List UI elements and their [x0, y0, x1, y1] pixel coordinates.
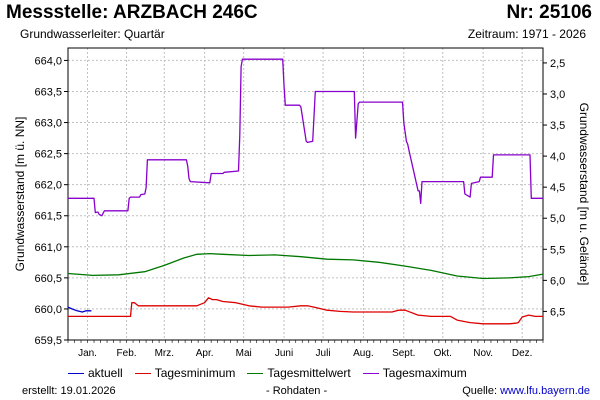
legend-item-minimum: Tagesminimum [134, 366, 236, 380]
y-tick-label-left: 661,5 [34, 211, 62, 223]
y-tick-label-left: 661,0 [34, 242, 62, 254]
x-tick-label: Feb. [117, 348, 137, 359]
x-tick-label: Mrz. [155, 348, 174, 359]
station-number: Nr: 25106 [506, 2, 592, 23]
y-tick-label-right: 4,0 [550, 151, 565, 163]
y-axis-label-left: Grundwasserstand [m ü. NN] [13, 117, 27, 272]
legend-label-aktuell: aktuell [88, 366, 123, 380]
aquifer-label: Grundwasserleiter: Quartär [20, 27, 165, 41]
plot-frame [67, 47, 544, 341]
y-tick-label-left: 664,0 [34, 55, 62, 67]
station-title: Messstelle: ARZBACH 246C [6, 2, 258, 23]
footer-source: Quelle: www.lfu.bayern.de [462, 385, 590, 397]
series-line-aktuell [67, 306, 92, 313]
y-tick-label-right: 6,0 [550, 275, 565, 287]
legend-swatch-aktuell [68, 372, 84, 374]
series-line-min [68, 297, 543, 325]
series-line-mean [67, 252, 544, 280]
footer-created: erstellt: 19.01.2026 [22, 385, 116, 397]
legend-label-maximum: Tagesmaximum [382, 366, 467, 380]
x-tick-label: Nov. [473, 348, 493, 359]
x-tick-label: Juni [275, 348, 293, 359]
legend-swatch-maximum [362, 372, 379, 374]
footer-raw-note: - Rohdaten - [266, 385, 328, 397]
y-tick-label-right: 3,5 [550, 120, 565, 132]
y-tick-label-left: 659,5 [34, 335, 62, 347]
y-tick-label-left: 662,0 [34, 180, 62, 192]
y-tick-label-left: 660,5 [34, 273, 62, 285]
y-tick-label-right: 5,5 [550, 244, 565, 256]
y-tick-label-right: 6,5 [550, 306, 565, 318]
legend-label-mean: Tagesmittelwert [267, 366, 351, 380]
x-tick-label: Okt. [434, 348, 452, 359]
x-tick-label: Apr. [196, 348, 214, 359]
y-axis-label-right: Grundwasserstand [m u. Gelände] [577, 103, 591, 286]
x-tick-label: Jan. [78, 348, 97, 359]
x-tick-label: Sept. [392, 348, 415, 359]
x-tick-label: Juli [316, 348, 331, 359]
created-date: 19.01.2026 [60, 385, 116, 397]
y-tick-label-left: 660,0 [34, 304, 62, 316]
y-tick-label-right: 2,5 [550, 58, 565, 70]
chart-legend: aktuell Tagesminimum Tagesmittelwert Tag… [68, 366, 479, 380]
source-label: Quelle: [462, 385, 498, 397]
legend-swatch-mean [247, 372, 264, 374]
period-label: Zeitraum: 1971 - 2026 [467, 27, 586, 41]
legend-swatch-minimum [134, 372, 151, 374]
source-link[interactable]: www.lfu.bayern.de [500, 385, 590, 397]
y-tick-label-left: 662,5 [34, 149, 62, 161]
y-tick-label-left: 663,5 [34, 86, 62, 98]
legend-item-aktuell: aktuell [68, 366, 123, 380]
legend-label-minimum: Tagesminimum [154, 366, 236, 380]
y-tick-label-right: 4,5 [550, 182, 565, 194]
legend-item-mean: Tagesmittelwert [247, 366, 351, 380]
x-tick-label: Dez. [512, 348, 533, 359]
y-tick-label-right: 5,0 [550, 213, 565, 225]
series-line-max [68, 58, 543, 217]
x-tick-label: Mai [236, 348, 252, 359]
created-label: erstellt: [22, 385, 58, 397]
y-tick-label-right: 3,0 [550, 89, 565, 101]
x-tick-label: Aug. [353, 348, 374, 359]
plot-area [68, 48, 543, 340]
legend-item-maximum: Tagesmaximum [362, 366, 467, 380]
y-tick-label-left: 663,0 [34, 118, 62, 130]
